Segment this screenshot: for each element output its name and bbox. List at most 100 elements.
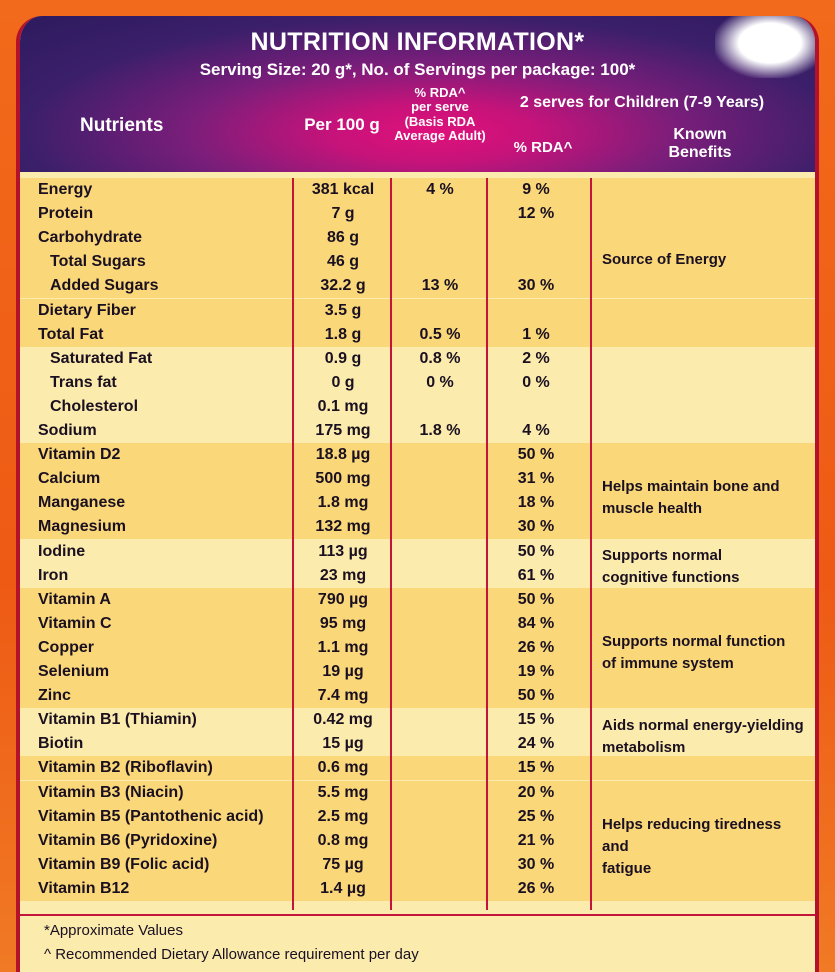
- nutrient-name: Vitamin B1 (Thiamin): [38, 711, 197, 729]
- nutrient-name: Protein: [38, 205, 94, 223]
- table-row: Vitamin B5 (Pantothenic acid) 2.5 mg 25 %: [20, 804, 815, 829]
- table-row: Cholesterol 0.1 mg: [20, 394, 815, 419]
- nutrient-name: Cholesterol: [50, 397, 139, 415]
- per-100g-value: 175 mg: [315, 422, 371, 439]
- nutrient-name: Total Sugars: [50, 253, 146, 271]
- rda-children-value: 26 %: [517, 638, 555, 656]
- nutrient-name: Vitamin B9 (Folic acid): [38, 855, 210, 873]
- per-100g-value: 1.8 g: [324, 325, 362, 343]
- nutrient-name: Added Sugars: [50, 277, 159, 295]
- benefit-bone: Helps maintain bone and muscle health: [602, 476, 812, 520]
- per-100g-value: 1.1 mg: [317, 638, 369, 656]
- rda-children-value: 30 %: [517, 855, 555, 873]
- per-100g-value: 1.4 µg: [320, 879, 366, 897]
- nutrient-name: Vitamin B6 (Pyridoxine): [38, 831, 218, 849]
- table-row: Vitamin B2 (Riboflavin) 0.6 mg 15 %: [20, 756, 815, 781]
- per-100g-value: 19 µg: [322, 663, 364, 680]
- footnote-approx: *Approximate Values: [44, 922, 183, 939]
- rda-children-value: 15 %: [517, 711, 555, 729]
- rda-children-value: 25 %: [517, 807, 555, 825]
- rda-children-value: 20 %: [517, 783, 555, 801]
- rda-children-value: 24 %: [517, 735, 555, 753]
- benefit-text: Helps reducing tiredness and: [602, 816, 782, 855]
- table-row: Biotin 15 µg 24 %: [20, 732, 815, 757]
- per-100g-value: 5.5 mg: [317, 783, 369, 801]
- table-row: Copper 1.1 mg 26 %: [20, 635, 815, 660]
- rda-children-value: 1 %: [522, 325, 550, 343]
- rda-adult-value: 4 %: [426, 181, 454, 198]
- table-row: Manganese 1.8 mg 18 %: [20, 491, 815, 516]
- footnotes: *Approximate Values ^ Recommended Dietar…: [20, 914, 815, 972]
- nutrient-name: Zinc: [38, 687, 71, 705]
- table-row: Vitamin D2 18.8 µg 50 %: [20, 443, 815, 468]
- table-row: Vitamin B12 1.4 µg 26 %: [20, 876, 815, 901]
- nutrient-name: Biotin: [38, 735, 84, 753]
- col-rda-line4: Average Adult): [394, 127, 486, 143]
- table-row: Vitamin B9 (Folic acid) 75 µg 30 %: [20, 852, 815, 877]
- nutrient-name: Copper: [38, 638, 94, 656]
- per-100g-value: 3.5 g: [324, 301, 362, 319]
- per-100g-value: 7 g: [331, 205, 355, 223]
- col-rda-line2: per serve: [411, 99, 469, 115]
- rda-children-value: 50 %: [517, 687, 555, 705]
- nutrient-name: Iron: [38, 566, 69, 584]
- table-row: Added Sugars 32.2 g 13 % 30 %: [20, 274, 815, 299]
- rda-children-value: 61 %: [517, 566, 555, 584]
- nutrient-name: Dietary Fiber: [38, 301, 136, 319]
- col-per-100g: Per 100 g: [304, 115, 380, 134]
- per-100g-value: 500 mg: [315, 470, 371, 488]
- col-rda-line1: % RDA^: [414, 85, 466, 100]
- rda-adult-value: 1.8 %: [419, 422, 461, 439]
- per-100g-value: 32.2 g: [320, 277, 366, 295]
- rda-children-value: 84 %: [517, 614, 555, 632]
- nutrient-name: Calcium: [38, 470, 101, 488]
- per-100g-value: 46 g: [326, 253, 359, 271]
- col-children-rda: % RDA^: [513, 139, 573, 156]
- table-row: Vitamin A 790 µg 50 %: [20, 587, 815, 612]
- benefit-tiredness: Helps reducing tiredness and fatigue: [602, 814, 812, 880]
- table-row: Vitamin B6 (Pyridoxine) 0.8 mg 21 %: [20, 828, 815, 853]
- nutrient-name: Iodine: [38, 542, 86, 560]
- rda-children-value: 21 %: [517, 831, 555, 849]
- col-known-line1: Known: [673, 126, 727, 143]
- table-row: Dietary Fiber 3.5 g: [20, 298, 815, 323]
- per-100g-value: 75 µg: [322, 855, 364, 873]
- divider-rule: [590, 178, 592, 910]
- nutrient-name: Vitamin B3 (Niacin): [38, 783, 184, 801]
- col-known-line2: Benefits: [668, 143, 732, 161]
- table-row: Vitamin B3 (Niacin) 5.5 mg 20 %: [20, 780, 815, 805]
- footnote-rda: ^ Recommended Dietary Allowance requirem…: [44, 946, 419, 963]
- rda-children-value: 50 %: [517, 542, 555, 560]
- table-row: Total Sugars 46 g: [20, 250, 815, 275]
- table-row: Calcium 500 mg 31 %: [20, 467, 815, 492]
- rda-children-value: 15 %: [517, 759, 555, 777]
- nutrient-name: Energy: [38, 181, 93, 198]
- per-100g-value: 0.1 mg: [317, 397, 369, 415]
- per-100g-value: 86 g: [326, 229, 359, 247]
- col-rda-adult: % RDA^ per serve (Basis RDA Average Adul…: [390, 85, 490, 143]
- nutrient-name: Manganese: [38, 494, 126, 512]
- rda-adult-value: 0.5 %: [419, 325, 461, 343]
- benefit-text: Supports normal function: [602, 633, 786, 650]
- rda-children-value: 18 %: [517, 494, 555, 512]
- nutrition-panel: NUTRITION INFORMATION* Serving Size: 20 …: [16, 16, 819, 972]
- rda-adult-value: 13 %: [421, 277, 459, 295]
- per-100g-value: 0.6 mg: [317, 759, 369, 777]
- nutrient-name: Selenium: [38, 663, 110, 680]
- nutrient-name: Vitamin C: [38, 614, 112, 632]
- divider-rule: [292, 178, 294, 910]
- page-title: NUTRITION INFORMATION*: [250, 28, 585, 56]
- benefit-text: metabolism: [602, 739, 686, 756]
- rda-children-value: 26 %: [517, 879, 555, 897]
- per-100g-value: 23 mg: [319, 566, 367, 584]
- table-row: Trans fat 0 g 0 % 0 %: [20, 370, 815, 395]
- col-known-benefits: Known Benefits: [640, 126, 760, 161]
- benefit-text: Helps maintain bone and: [602, 478, 780, 495]
- table-row: Vitamin B1 (Thiamin) 0.42 mg 15 %: [20, 708, 815, 733]
- benefit-text: muscle health: [602, 500, 703, 517]
- table-row: Sodium 175 mg 1.8 % 4 %: [20, 419, 815, 443]
- rda-children-value: 12 %: [517, 205, 555, 223]
- nutrient-name: Vitamin B5 (Pantothenic acid): [38, 807, 264, 825]
- light-glare: [715, 16, 815, 78]
- nutrient-name: Vitamin B2 (Riboflavin): [38, 759, 213, 777]
